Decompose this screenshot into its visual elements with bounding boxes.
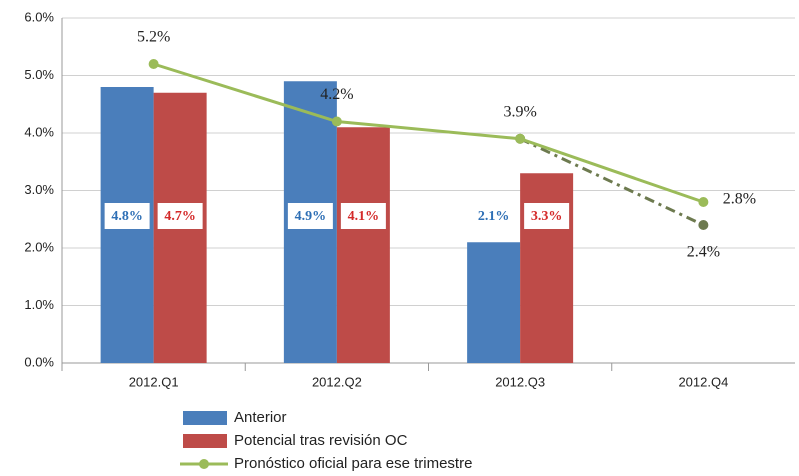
value-label: 5.2% — [137, 29, 170, 46]
value-label: 4.2% — [320, 86, 353, 103]
value-label: 3.3% — [531, 209, 563, 224]
x-tick-label: 2012.Q4 — [678, 374, 728, 389]
x-tick-label: 2012.Q2 — [312, 374, 362, 389]
y-tick-label: 5.0% — [24, 67, 54, 82]
legend-label: Pronóstico oficial para ese trimestre — [234, 455, 472, 472]
x-tick-label: 2012.Q3 — [495, 374, 545, 389]
legend-swatch — [183, 434, 227, 448]
legend-swatch — [183, 411, 227, 425]
dashed-line — [519, 137, 705, 227]
line-marker — [698, 220, 709, 230]
y-tick-label: 1.0% — [24, 297, 54, 312]
value-label: 4.8% — [111, 209, 143, 224]
value-label: 4.7% — [164, 209, 196, 224]
value-label: 2.1% — [478, 209, 510, 224]
y-tick-label: 3.0% — [24, 182, 54, 197]
value-label: 2.8% — [723, 191, 756, 208]
value-label-box — [157, 203, 203, 229]
line-marker — [148, 59, 159, 69]
value-label: 3.9% — [503, 103, 536, 120]
legend-label: Potencial tras revisión OC — [234, 432, 408, 449]
legend-label: Anterior — [234, 409, 287, 426]
bar — [467, 242, 521, 363]
value-label-box — [287, 203, 333, 229]
line — [153, 62, 704, 204]
y-tick-label: 2.0% — [24, 239, 54, 254]
y-tick-label: 4.0% — [24, 124, 54, 139]
value-label-box — [340, 203, 386, 229]
value-label: 4.1% — [348, 209, 380, 224]
value-label-box — [104, 203, 150, 229]
bar — [520, 173, 574, 363]
value-label: 4.9% — [295, 209, 327, 224]
x-tick-label: 2012.Q1 — [129, 374, 179, 389]
y-tick-label: 0.0% — [24, 354, 54, 369]
bar — [336, 127, 390, 363]
line-marker — [331, 116, 342, 127]
line-marker — [698, 197, 709, 207]
line-marker — [515, 133, 526, 144]
value-label: 2.4% — [687, 244, 720, 261]
y-tick-label: 6.0% — [24, 9, 54, 24]
value-label-box — [471, 203, 517, 229]
value-label-box — [524, 203, 570, 229]
legend-swatch — [199, 459, 209, 469]
